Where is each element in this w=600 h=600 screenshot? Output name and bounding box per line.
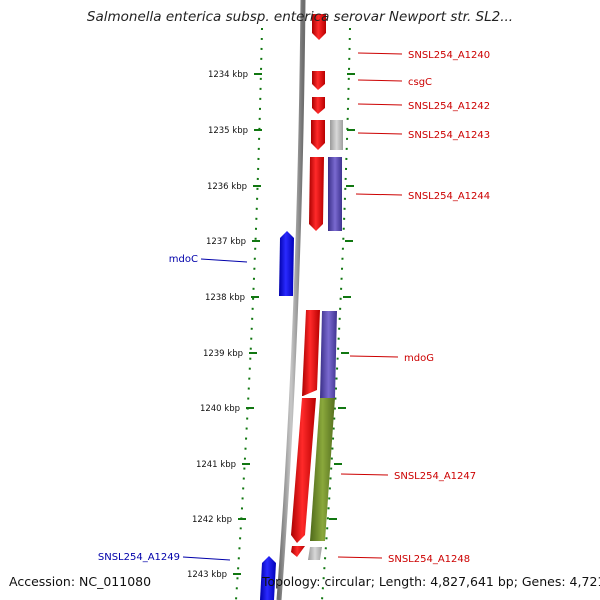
gene-label[interactable]: mdoG <box>404 353 434 364</box>
gene-label[interactable]: SNSL254_A1249 <box>98 552 180 563</box>
topology-label: Topology: circular; Length: 4,827,641 bp… <box>262 574 600 589</box>
gene-leader-line <box>182 556 231 561</box>
gene-csgc[interactable] <box>312 71 325 90</box>
gene-label[interactable]: mdoC <box>169 254 198 265</box>
scale-tick-label: 1241 kbp <box>196 460 236 470</box>
gene-leader-line <box>340 473 389 476</box>
gene-label[interactable]: csgC <box>408 77 432 88</box>
gene-leader-line <box>357 103 403 106</box>
scale-tick-label: 1234 kbp <box>208 70 248 80</box>
gene-leader-line <box>337 556 383 559</box>
scale-tick-label: 1235 kbp <box>208 126 248 136</box>
gene-snsl254-a1247[interactable] <box>291 398 316 543</box>
gene-snsl254-a1243[interactable] <box>311 120 325 150</box>
gene-leader-line <box>355 193 403 196</box>
cog-box-purple-2 <box>320 311 337 398</box>
minor-ticks <box>329 73 355 520</box>
gene-label[interactable]: SNSL254_A1243 <box>408 130 490 141</box>
gene-label[interactable]: SNSL254_A1242 <box>408 101 490 112</box>
scale-ticks: 1234 kbp 1235 kbp 1236 kbp 1237 kbp 1238 kbp… <box>187 70 262 580</box>
gene-leader-line <box>357 79 403 82</box>
accession-label: Accession: NC_011080 <box>9 574 152 589</box>
map-title: Salmonella enterica subsp. enterica sero… <box>86 9 514 25</box>
cog-track <box>308 120 343 560</box>
gene-snsl254-a1249[interactable] <box>260 556 276 600</box>
gene-label[interactable]: SNSL254_A1248 <box>388 554 470 565</box>
gene-label[interactable]: SNSL254_A1240 <box>408 50 490 61</box>
scale-tick-label: 1236 kbp <box>207 182 247 192</box>
scale-tick-label: 1240 kbp <box>200 404 240 414</box>
scale-tick-label: 1239 kbp <box>203 349 243 359</box>
forward-genes <box>291 14 326 557</box>
cog-box-green <box>310 398 335 541</box>
scale-tick-label: 1238 kbp <box>205 293 245 303</box>
gene-labels: SNSL254_A1240 csgC SNSL254_A1242 SNSL254_A1… <box>98 50 490 565</box>
gene-label[interactable]: SNSL254_A1244 <box>408 191 490 202</box>
gene-leader-line <box>200 258 248 263</box>
gene-snsl254-a1248[interactable] <box>291 546 305 557</box>
genome-backbone <box>276 0 306 600</box>
gene-mdoc[interactable] <box>279 231 294 296</box>
cog-box-gray-2 <box>308 547 322 560</box>
cog-box-purple <box>328 157 342 231</box>
gene-leader-line <box>357 52 403 55</box>
gene-leader-line <box>357 132 403 135</box>
gene-snsl254-a1240[interactable] <box>312 14 326 40</box>
gene-mdog[interactable] <box>302 310 320 396</box>
gene-leader-line <box>349 355 399 358</box>
reverse-genes <box>260 231 294 600</box>
gene-snsl254-a1244[interactable] <box>309 157 324 231</box>
cog-box-gray <box>330 120 343 150</box>
scale-tick-label: 1242 kbp <box>192 515 232 525</box>
scale-tick-label: 1243 kbp <box>187 570 227 580</box>
gene-snsl254-a1242[interactable] <box>312 97 325 114</box>
gene-label[interactable]: SNSL254_A1247 <box>394 471 476 482</box>
scale-tick-label: 1237 kbp <box>206 237 246 247</box>
inner-dotted-ring <box>235 27 263 600</box>
